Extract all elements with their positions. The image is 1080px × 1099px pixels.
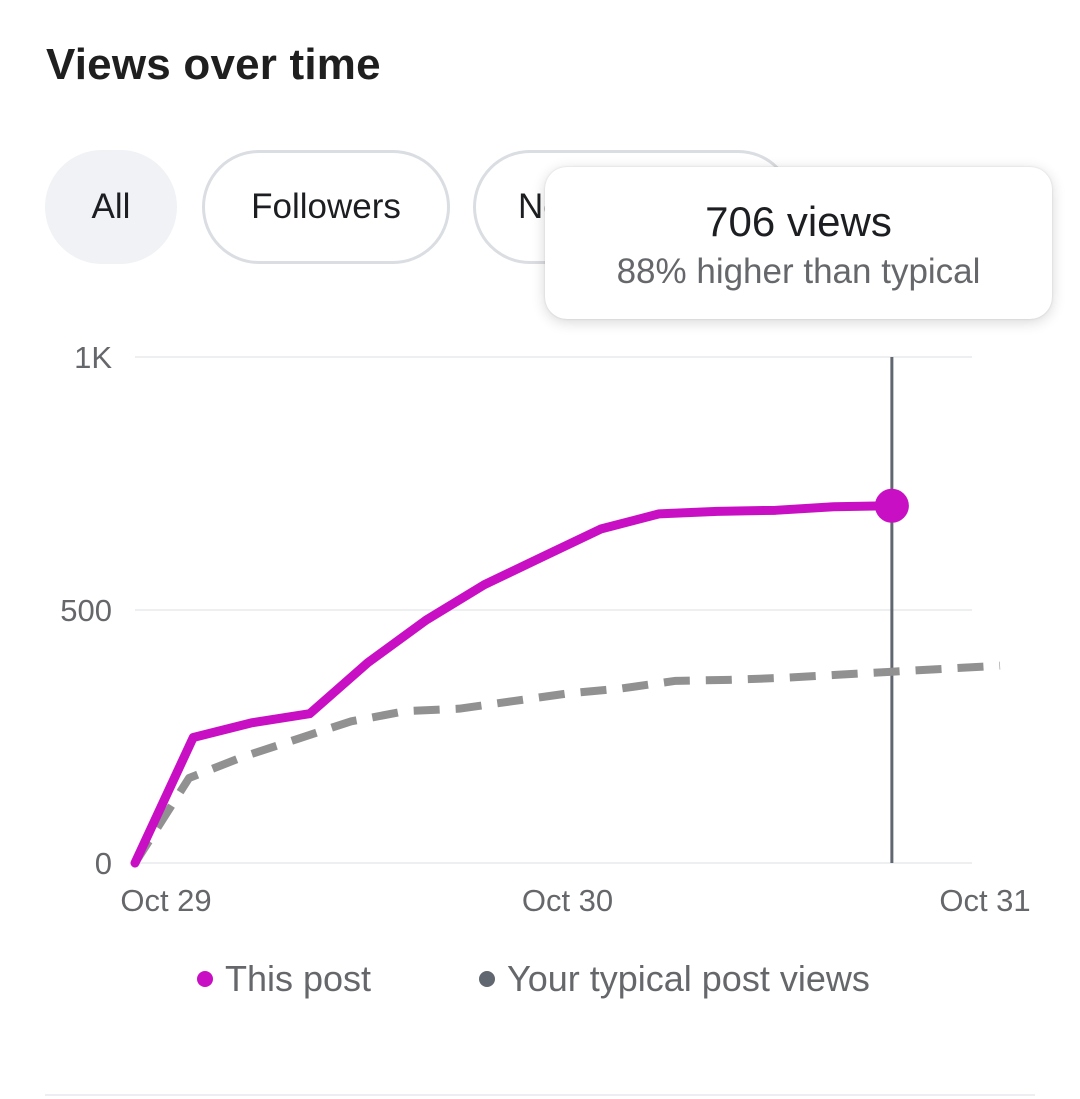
views-line-chart[interactable]: 0 500 1K Oct 29 Oct 30 Oct 31 [0,330,1080,940]
x-tick-label: Oct 30 [522,883,613,918]
legend-dot-icon [479,971,495,987]
filter-all-button[interactable]: All [45,150,177,264]
tooltip-comparison-text: 88% higher than typical [616,252,981,291]
legend-label: Your typical post views [507,958,870,999]
legend-item-typical-views: Your typical post views [479,958,870,1000]
page-title: Views over time [46,40,381,89]
filter-followers-button[interactable]: Followers [202,150,450,264]
legend-dot-icon [197,971,213,987]
section-divider [45,1094,1035,1096]
y-tick-label: 1K [74,340,112,375]
highlight-point-marker [874,488,909,523]
y-tick-label: 500 [60,593,112,628]
chart-legend: This post Your typical post views [0,958,1080,1008]
x-tick-label: Oct 29 [120,883,211,918]
y-tick-label: 0 [95,846,112,881]
x-tick-label: Oct 31 [939,883,1030,918]
legend-item-this-post: This post [197,958,371,1000]
chart-tooltip: 706 views 88% higher than typical [545,167,1052,319]
series-line-typical [131,661,1001,866]
tooltip-views-value: 706 views [705,198,892,245]
legend-label: This post [225,958,372,999]
series-line-this-post [130,501,897,868]
